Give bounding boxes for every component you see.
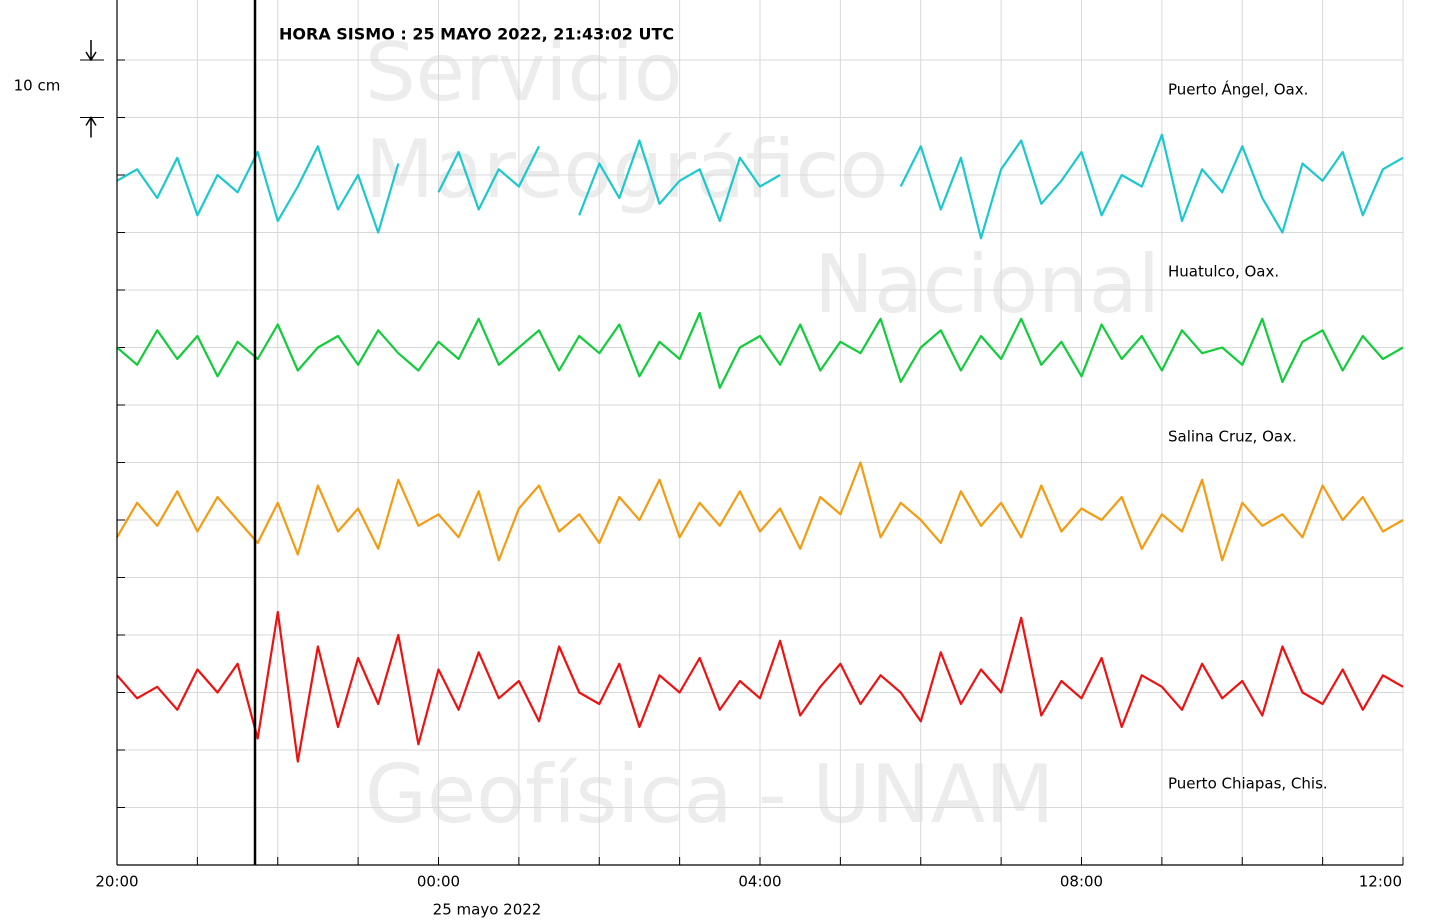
legend-label: Puerto Chiapas, Chis.: [1168, 775, 1328, 793]
date-label: 25 mayo 2022: [433, 901, 542, 919]
x-tick-label: 12:00: [1359, 873, 1402, 891]
watermark-text: Mareográfico: [365, 123, 888, 216]
x-tick-label: 08:00: [1060, 873, 1103, 891]
legend-label: Salina Cruz, Oax.: [1168, 428, 1297, 446]
scale-arrow: [86, 40, 96, 60]
x-tick-label: 20:00: [95, 873, 138, 891]
watermark-text: Nacional: [814, 238, 1160, 331]
page: ServicioMareográficoNacionalGeofísica - …: [0, 0, 1434, 922]
x-tick-label: 00:00: [417, 873, 460, 891]
legend-label: Puerto Ángel, Oax.: [1168, 80, 1308, 99]
scale-label: 10 cm: [14, 77, 61, 95]
scale-arrow: [86, 118, 96, 138]
chart: ServicioMareográficoNacionalGeofísica - …: [0, 0, 1434, 922]
x-tick-label: 04:00: [738, 873, 781, 891]
annotation: HORA SISMO : 25 MAYO 2022, 21:43:02 UTC: [279, 25, 674, 44]
watermark-text: Geofísica - UNAM: [365, 748, 1054, 841]
legend-label: Huatulco, Oax.: [1168, 263, 1279, 281]
